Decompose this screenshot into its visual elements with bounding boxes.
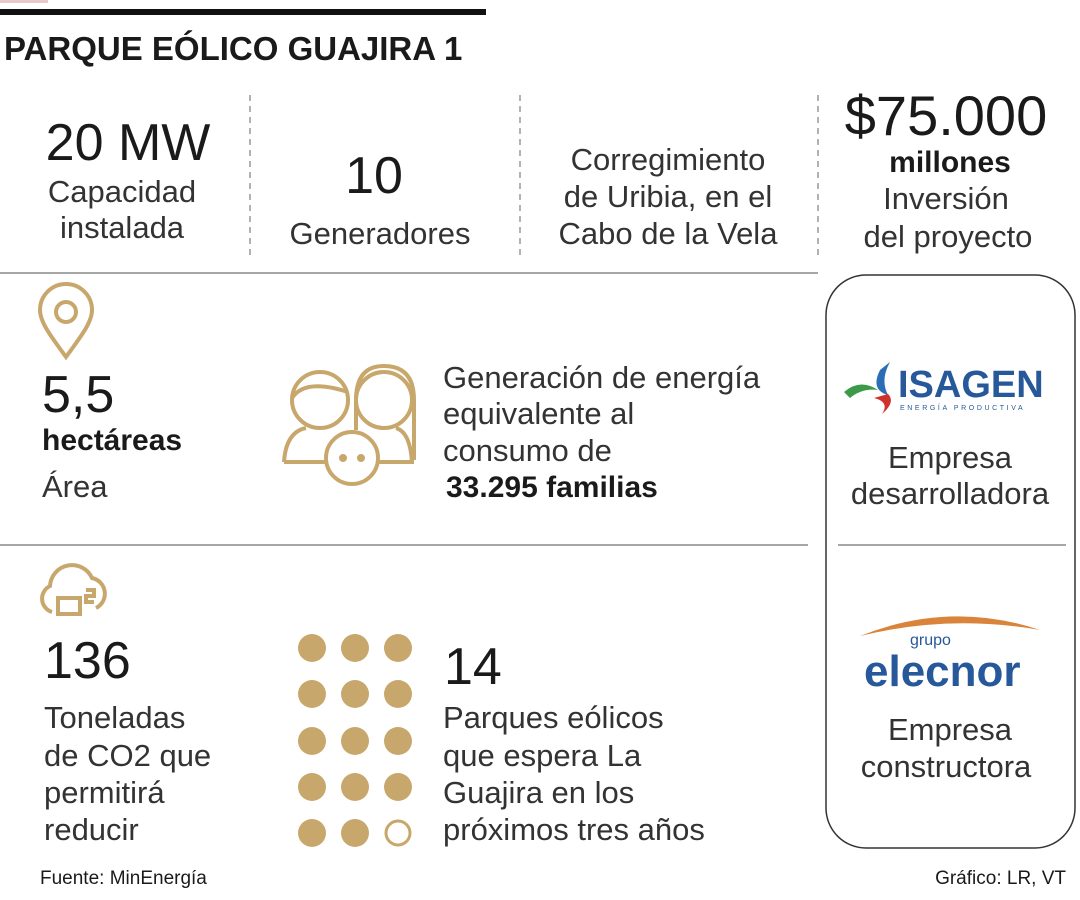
capacity-label: Capacidad [48, 174, 196, 209]
co2-line: reducir [44, 812, 139, 847]
families-line: consumo de [443, 433, 612, 468]
location-line: Corregimiento [571, 142, 766, 177]
rules [0, 272, 1066, 546]
generators-value: 10 [345, 147, 403, 205]
corner-mark [0, 0, 48, 3]
builder-label: constructora [861, 749, 1032, 784]
investment-label: Inversión [883, 181, 1009, 216]
investment-unit: millones [889, 146, 1011, 179]
families-highlight: 33.295 familias [446, 471, 658, 504]
elecnor-prefix: grupo [910, 632, 951, 649]
builder-label: Empresa [888, 712, 1013, 747]
families-line: equivalente al [443, 396, 634, 431]
generators-label: Generadores [290, 216, 471, 251]
elecnor-logo: grupo elecnor [860, 616, 1040, 696]
park-dots [298, 634, 412, 847]
parks-line: Parques eólicos [443, 700, 664, 735]
area-unit: hectáreas [42, 424, 182, 457]
family-icon [282, 363, 416, 486]
location-line: de Uribia, en el [564, 179, 773, 214]
families-line: Generación de energía [443, 360, 761, 395]
capacity-label: instalada [60, 210, 185, 245]
source: Fuente: MinEnergía [40, 868, 207, 889]
isagen-logo: ISAGEN ENERGÍA PRODUCTIVA [844, 362, 1044, 414]
co2-line: permitirá [44, 775, 165, 810]
title: PARQUE EÓLICO GUAJIRA 1 [4, 30, 462, 67]
dividers [249, 95, 819, 258]
pin-icon [37, 282, 95, 361]
co2-value: 136 [44, 632, 131, 690]
company-box [825, 274, 1076, 849]
parks-line: próximos tres años [443, 812, 705, 847]
co2-icon [40, 563, 107, 616]
area-label: Área [42, 469, 108, 504]
location-line: Cabo de la Vela [559, 216, 779, 251]
isagen-tagline: ENERGÍA PRODUCTIVA [900, 403, 1025, 412]
developer-label: Empresa [888, 440, 1013, 475]
parks-line: que espera La [443, 738, 642, 773]
developer-label: desarrolladora [851, 476, 1050, 511]
title-bar [0, 9, 486, 15]
elecnor-name: elecnor [864, 647, 1021, 696]
investment-label: del proyecto [864, 219, 1033, 254]
area-value: 5,5 [42, 366, 114, 424]
co2-line: de CO2 que [44, 738, 211, 773]
capacity-value: 20 MW [46, 114, 211, 172]
investment-value: $75.000 [845, 84, 1047, 147]
isagen-name: ISAGEN [898, 364, 1044, 406]
parks-line: Guajira en los [443, 775, 634, 810]
parks-value: 14 [444, 638, 502, 696]
credit: Gráfico: LR, VT [935, 868, 1066, 889]
co2-line: Toneladas [44, 700, 185, 735]
